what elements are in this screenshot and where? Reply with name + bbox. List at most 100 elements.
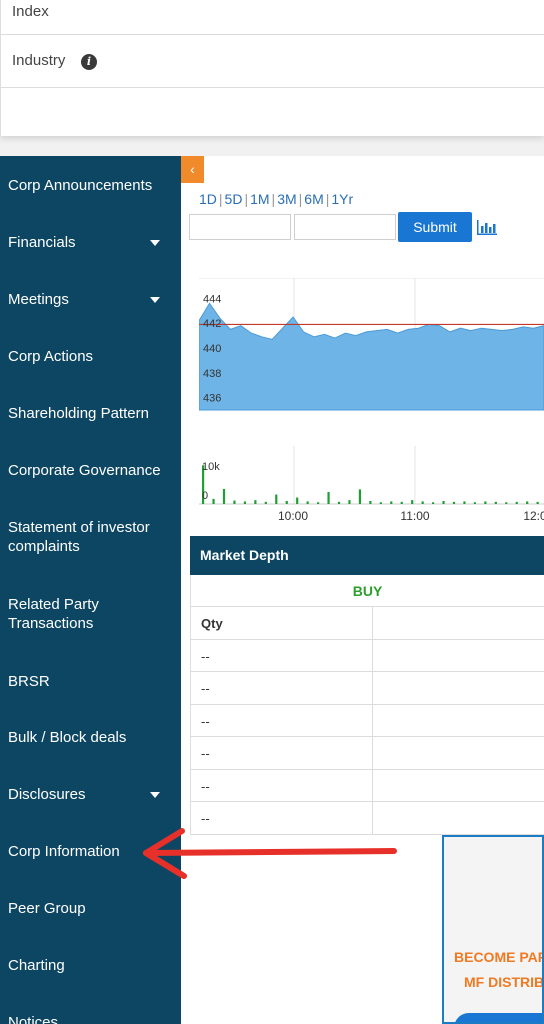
volume-bar <box>317 502 320 504</box>
sidebar-item-charting[interactable]: Charting <box>0 956 181 975</box>
stock-info-card: Index Industry i <box>0 0 544 136</box>
sidebar-item-label: Meetings <box>8 291 69 308</box>
qty-cell: -- <box>201 648 210 664</box>
period-1d[interactable]: 1D <box>199 191 217 207</box>
sidebar-item-label: Disclosures <box>8 786 86 803</box>
volume-bar <box>442 500 445 504</box>
volume-bar <box>452 501 456 504</box>
sidebar-item-statement-of-investor-complaints[interactable]: Statement of investor complaints <box>0 518 181 556</box>
volume-bar <box>536 501 539 504</box>
period-5d[interactable]: 5D <box>224 191 243 207</box>
sidebar-item-peer-group[interactable]: Peer Group <box>0 899 181 918</box>
caret-down-icon <box>150 240 160 246</box>
sidebar-item-brsr[interactable]: BRSR <box>0 672 181 691</box>
from-date-input[interactable] <box>189 214 291 240</box>
volume-bar <box>358 489 362 504</box>
sidebar-item-shareholding-pattern[interactable]: Shareholding Pattern <box>0 404 181 423</box>
annotation-arrow <box>143 828 397 879</box>
volume-chart: 10k 0 10:00 11:00 12:0 <box>199 446 544 523</box>
collapse-sidebar-button[interactable]: ‹ <box>181 156 204 183</box>
market-depth-table: BUY Qty -- -- -- -- -- -- <box>190 575 544 835</box>
period-6m[interactable]: 6M <box>304 191 324 207</box>
table-row: -- <box>191 639 544 672</box>
volume-bar <box>463 501 466 504</box>
period-1yr[interactable]: 1Yr <box>331 191 354 207</box>
volume-bar <box>379 502 382 504</box>
qty-cell: -- <box>201 811 210 826</box>
price-chart: 444 442 440 438 436 <box>199 278 544 411</box>
volume-bar <box>484 501 487 504</box>
sidebar-item-label: Corp Actions <box>8 348 94 365</box>
volume-bar <box>526 501 529 504</box>
caret-down-icon <box>150 792 160 798</box>
sidebar-item-label: Peer Group <box>8 900 86 917</box>
volume-bar <box>233 500 236 504</box>
price-y-tick: 442 <box>203 318 221 330</box>
sidebar-item-label: Financials <box>8 234 76 251</box>
time-x-tick: 11:00 <box>400 509 429 523</box>
qty-cell: -- <box>201 713 210 729</box>
sidebar-nav: Corp Announcements Financials Meetings Corp… <box>0 156 181 1024</box>
qty-header: Qty <box>201 616 223 631</box>
bar-chart-icon[interactable] <box>476 218 498 236</box>
sidebar-item-corp-actions[interactable]: Corp Actions <box>0 347 181 366</box>
sidebar-item-corp-information[interactable]: Corp Information <box>0 842 181 861</box>
sidebar-item-bulk-block-deals[interactable]: Bulk / Block deals <box>0 728 181 747</box>
volume-bar <box>369 500 372 504</box>
sidebar-item-corp-announcements[interactable]: Corp Announcements <box>0 176 181 195</box>
industry-row: Industry <box>1 35 544 88</box>
ad-cta-button[interactable]: CLICK HERE <box>454 1013 542 1022</box>
table-row: -- <box>191 704 544 737</box>
sidebar-item-label: Related Party Transactions <box>8 596 99 632</box>
sidebar-item-related-party-transactions[interactable]: Related Party Transactions <box>0 595 181 633</box>
qty-cell: -- <box>201 746 210 761</box>
submit-button[interactable]: Submit <box>398 212 472 242</box>
period-1m[interactable]: 1M <box>250 191 270 207</box>
table-row: -- <box>191 737 544 770</box>
sidebar-item-label: Corp Announcements <box>8 177 153 194</box>
price-y-tick: 436 <box>203 393 221 405</box>
sidebar-item-label: Bulk / Block deals <box>8 729 127 746</box>
index-label: Index <box>12 3 49 20</box>
qty-cell: -- <box>201 778 210 794</box>
buy-label: BUY <box>191 575 544 607</box>
to-date-input[interactable] <box>294 214 396 240</box>
volume-bar <box>432 502 435 504</box>
info-icon[interactable]: i <box>81 54 97 70</box>
volume-bar <box>473 502 477 504</box>
volume-bar <box>390 501 393 504</box>
volume-bar <box>285 500 288 504</box>
table-row: -- <box>191 672 544 705</box>
volume-bar <box>306 501 309 504</box>
sidebar-item-label: BRSR <box>8 673 50 690</box>
sidebar-item-meetings[interactable]: Meetings <box>0 290 181 309</box>
sidebar-item-label: Corp Information <box>8 843 120 860</box>
ad-line-2: MF DISTRIBU <box>464 974 544 990</box>
period-selector: 1D | 5D | 1M | 3M | 6M | 1Yr <box>199 191 354 207</box>
time-x-tick: 10:00 <box>278 509 308 523</box>
volume-bar <box>264 501 267 504</box>
sidebar-item-corporate-governance[interactable]: Corporate Governance <box>0 461 181 480</box>
sidebar-item-disclosures[interactable]: Disclosures <box>0 785 181 804</box>
volume-bar <box>337 501 341 504</box>
period-3m[interactable]: 3M <box>277 191 297 207</box>
sidebar-item-label: Statement of investor complaints <box>8 519 150 555</box>
volume-bar <box>212 498 215 504</box>
volume-bar <box>254 500 257 504</box>
table-row: -- <box>191 769 544 802</box>
empty-info-row <box>1 88 544 136</box>
price-y-tick: 444 <box>203 293 221 305</box>
price-area-series <box>199 302 544 411</box>
industry-label: Industry <box>12 52 66 69</box>
sidebar-item-financials[interactable]: Financials <box>0 233 181 252</box>
sidebar-item-notices[interactable]: Notices <box>0 1013 181 1024</box>
volume-bar <box>411 500 414 504</box>
ad-banner[interactable]: BECOME PART MF DISTRIBU CLICK HERE <box>442 835 544 1024</box>
volume-bar <box>222 488 226 504</box>
volume-bar <box>421 501 424 504</box>
sidebar-item-label: Corporate Governance <box>8 462 161 479</box>
volume-bar <box>243 501 247 504</box>
volume-y-tick: 0 <box>202 490 208 502</box>
time-x-tick: 12:0 <box>523 509 544 523</box>
